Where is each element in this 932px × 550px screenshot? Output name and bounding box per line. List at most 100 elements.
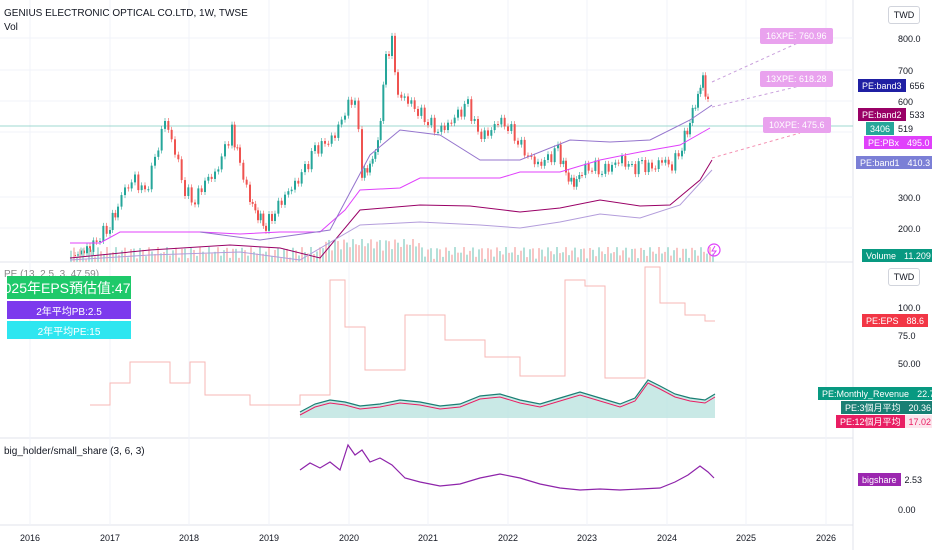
candle	[207, 176, 210, 181]
volume-bar	[706, 253, 708, 262]
candle	[337, 124, 340, 138]
volume-bar	[316, 251, 318, 262]
candle	[314, 145, 316, 152]
volume-bar	[262, 253, 264, 262]
candle	[120, 195, 123, 207]
volume-bar	[562, 252, 564, 262]
candle	[144, 185, 146, 190]
candle	[540, 161, 543, 166]
volume-bar	[79, 249, 81, 262]
volume-bar	[640, 247, 642, 262]
candle	[683, 130, 686, 151]
candle	[587, 163, 590, 171]
candle	[361, 129, 363, 178]
volume-bar	[400, 246, 402, 262]
volume-bar	[532, 248, 534, 262]
volume-bar	[409, 244, 411, 262]
event-icon	[711, 245, 717, 256]
candle	[274, 213, 276, 221]
currency-button-pe[interactable]: TWD	[888, 268, 920, 286]
candle	[290, 189, 293, 192]
candle	[400, 94, 403, 98]
volume-bar	[508, 252, 510, 262]
big-holder-indicator-legend[interactable]: big_holder/small_share (3, 6, 3)	[4, 446, 145, 457]
candle	[473, 119, 476, 121]
pe-band3-line	[199, 104, 713, 241]
candle	[137, 174, 140, 191]
volume-bar	[346, 242, 348, 262]
candle	[77, 254, 79, 256]
candle	[354, 100, 356, 105]
candle	[210, 176, 213, 179]
volume-bar	[175, 247, 177, 262]
volume-bar	[703, 251, 705, 262]
volume-legend: Vol	[4, 22, 18, 33]
candle	[453, 117, 456, 124]
candle	[224, 144, 226, 157]
candle	[503, 117, 506, 127]
candle	[594, 160, 597, 171]
tag-pe-band1: PE:band1 410.3	[856, 156, 932, 169]
volume-bar	[430, 248, 432, 262]
volume-bar	[646, 255, 648, 262]
candle	[704, 75, 707, 97]
pe16-projection-label: 16XPE: 760.96	[760, 28, 833, 44]
tag-3m-avg: PE:3個月平均 20.36	[841, 401, 932, 414]
candle	[147, 189, 150, 191]
volume-bar	[403, 239, 405, 262]
volume-bar	[247, 255, 249, 262]
candle	[317, 145, 320, 154]
volume-bar	[475, 256, 477, 262]
candle	[239, 147, 241, 163]
pe-axis-label: 75.0	[898, 331, 916, 341]
candle	[467, 99, 469, 104]
volume-bar	[349, 247, 351, 262]
candle	[581, 175, 583, 177]
pe-indicator-legend[interactable]: PE (13, 2.5, 3, 47.59)	[4, 269, 100, 280]
volume-bar	[628, 257, 630, 262]
currency-button-main[interactable]: TWD	[888, 6, 920, 24]
volume-bar	[550, 251, 552, 262]
candle	[562, 160, 565, 165]
candle	[190, 187, 193, 203]
pe13-projection	[711, 85, 801, 108]
volume-bar	[295, 250, 297, 262]
event-icon	[707, 243, 721, 257]
candle	[397, 72, 399, 95]
volume-bar	[163, 252, 165, 262]
volume-bar	[574, 247, 576, 262]
volume-bar	[682, 248, 684, 262]
candle	[385, 54, 387, 85]
candle	[177, 154, 180, 160]
volume-bar	[619, 255, 621, 262]
candle	[217, 169, 220, 172]
volume-bar	[340, 249, 342, 262]
volume-bar	[232, 248, 234, 262]
volume-bar	[511, 252, 513, 262]
volume-bar	[385, 240, 387, 262]
candle	[236, 147, 239, 149]
pe13-projection-label: 13XPE: 618.28	[760, 71, 833, 87]
candle	[567, 172, 570, 182]
volume-bar	[568, 255, 570, 262]
candle	[661, 160, 663, 163]
volume-bar	[643, 249, 645, 262]
volume-bar	[268, 247, 270, 262]
candle	[490, 130, 493, 136]
volume-bar	[676, 247, 678, 262]
candle	[644, 160, 647, 173]
candle	[134, 174, 136, 183]
candle	[699, 87, 702, 94]
candle	[550, 154, 553, 163]
volume-bar	[307, 253, 309, 262]
volume-bar	[211, 253, 213, 262]
volume-bar	[649, 247, 651, 262]
candle	[507, 126, 509, 131]
candle	[95, 240, 98, 242]
candle	[487, 130, 489, 136]
x-axis-label: 2022	[497, 533, 519, 543]
volume-bar	[499, 251, 501, 262]
volume-bar	[319, 247, 321, 262]
volume-bar	[298, 255, 300, 262]
